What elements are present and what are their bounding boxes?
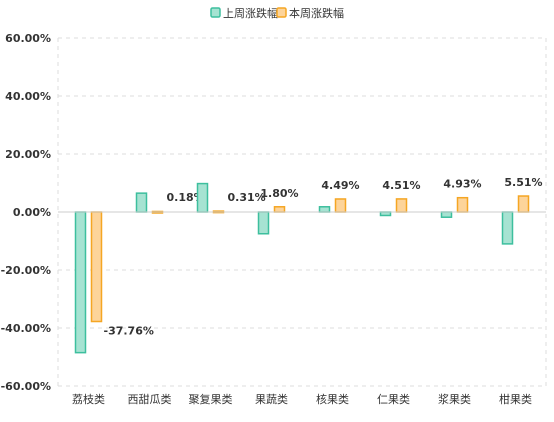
legend-swatch-2 [276, 7, 287, 18]
bar-series1-4 [257, 211, 270, 235]
x-tick-label: 荔枝类 [72, 392, 105, 406]
legend-label-2: 本周涨跌幅 [289, 6, 344, 20]
x-tick-label: 柑果类 [499, 392, 532, 406]
legend-swatch-1 [210, 7, 221, 18]
y-tick-label: -20.00% [1, 264, 51, 277]
bar-series1-6 [379, 211, 392, 217]
bar-series2-7 [456, 196, 469, 213]
data-label-5: 4.49% [321, 179, 359, 192]
data-label-3: 0.31% [228, 191, 266, 204]
y-tick-label: 60.00% [5, 32, 51, 45]
bar-series1-1 [74, 211, 87, 354]
x-tick-label: 仁果类 [377, 392, 410, 406]
bar-series2-5 [334, 198, 347, 213]
bar-series1-3 [196, 182, 209, 213]
y-tick-label: 20.00% [5, 148, 51, 161]
bar-series2-8 [517, 195, 530, 213]
bar-series2-4 [273, 206, 286, 213]
y-tick-label: 0.00% [13, 206, 51, 219]
bar-series1-2 [135, 192, 148, 213]
data-label-2: 0.18% [167, 191, 205, 204]
data-label-4: 1.80% [260, 187, 298, 200]
data-label-8: 5.51% [504, 176, 542, 189]
x-tick-label: 聚复果类 [189, 392, 233, 406]
x-tick-label: 西甜瓜类 [128, 392, 172, 406]
x-tick-label: 浆果类 [438, 392, 471, 406]
y-tick-label: 40.00% [5, 90, 51, 103]
data-label-7: 4.93% [443, 178, 481, 191]
bar-series1-7 [440, 211, 453, 218]
bar-series2-6 [395, 198, 408, 213]
legend: 上周涨跌幅 本周涨跌幅 [210, 6, 344, 20]
bar-series1-8 [501, 211, 514, 245]
legend-label-1: 上周涨跌幅 [223, 6, 278, 20]
data-label-6: 4.51% [382, 179, 420, 192]
bar-series2-1 [90, 211, 103, 323]
bar-series1-5 [318, 206, 331, 213]
x-tick-label: 核果类 [316, 392, 349, 406]
x-tick-label: 果蔬类 [255, 392, 288, 406]
data-label-1: -37.76% [104, 325, 154, 338]
y-tick-label: -40.00% [1, 322, 51, 335]
y-tick-label: -60.00% [1, 380, 51, 393]
